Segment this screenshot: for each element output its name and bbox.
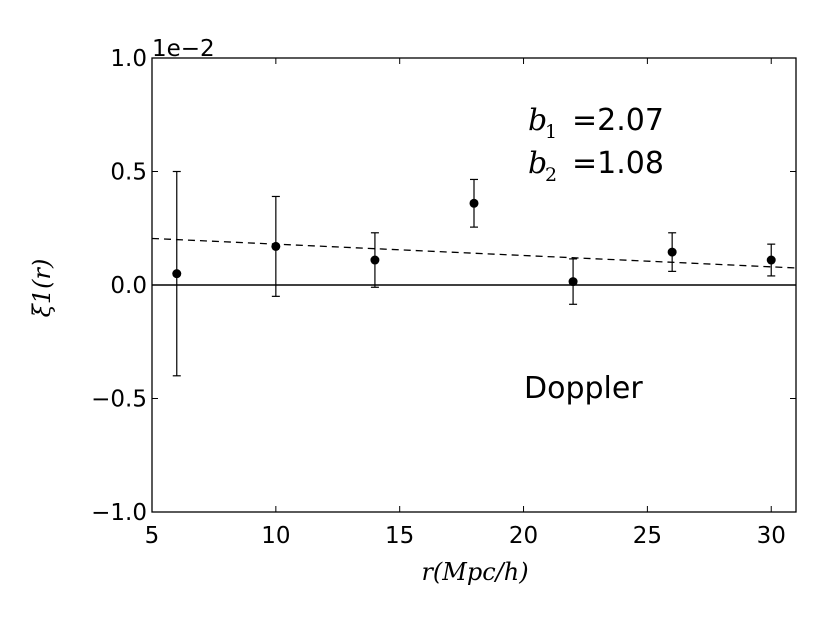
plot-marks [151, 170, 797, 377]
x-tick-label: 5 [145, 523, 160, 549]
y-axis-label: ξ1(r) [28, 259, 56, 318]
x-tick-label: 20 [509, 523, 538, 549]
y-scale-label: 1e−2 [152, 36, 215, 62]
svg-text:b: b [528, 146, 547, 181]
data-point [766, 243, 776, 277]
x-axis-label: r(Mpc/h) [421, 558, 528, 586]
y-tick-label: −1.0 [91, 500, 147, 526]
annotation-b1: b 1 =2.07 [528, 103, 664, 143]
point-marker [172, 269, 182, 279]
data-point [271, 195, 281, 297]
svg-text:b: b [528, 103, 547, 138]
y-tick-label: 1.0 [110, 46, 147, 72]
svg-text:2: 2 [545, 164, 557, 186]
x-tick-label: 30 [757, 523, 786, 549]
data-point [469, 178, 479, 228]
svg-text:=1.08: =1.08 [572, 146, 664, 181]
svg-text:1: 1 [545, 121, 557, 143]
y-tick-label: −0.5 [91, 387, 147, 413]
annotation-b2: b 2 =1.08 [528, 146, 664, 186]
data-point [172, 170, 182, 377]
y-tick-label: 0.0 [110, 273, 147, 299]
x-tick-label: 10 [261, 523, 290, 549]
point-marker [667, 247, 677, 257]
point-marker [271, 241, 281, 251]
point-marker [766, 255, 776, 265]
annotation-doppler: Doppler [524, 371, 643, 406]
axis-ticks: 5 10 15 20 25 30 −1.0 −0.5 0.0 0.5 1.0 [91, 46, 796, 549]
point-marker [568, 277, 578, 287]
model-dashed-line [151, 237, 797, 269]
point-marker [370, 255, 380, 265]
svg-text:=2.07: =2.07 [572, 103, 664, 138]
y-tick-label: 0.5 [110, 160, 147, 186]
point-marker [469, 198, 479, 208]
x-tick-label: 25 [633, 523, 662, 549]
x-tick-label: 15 [385, 523, 414, 549]
data-point [568, 258, 578, 305]
data-point [370, 232, 380, 288]
data-point [667, 232, 677, 272]
